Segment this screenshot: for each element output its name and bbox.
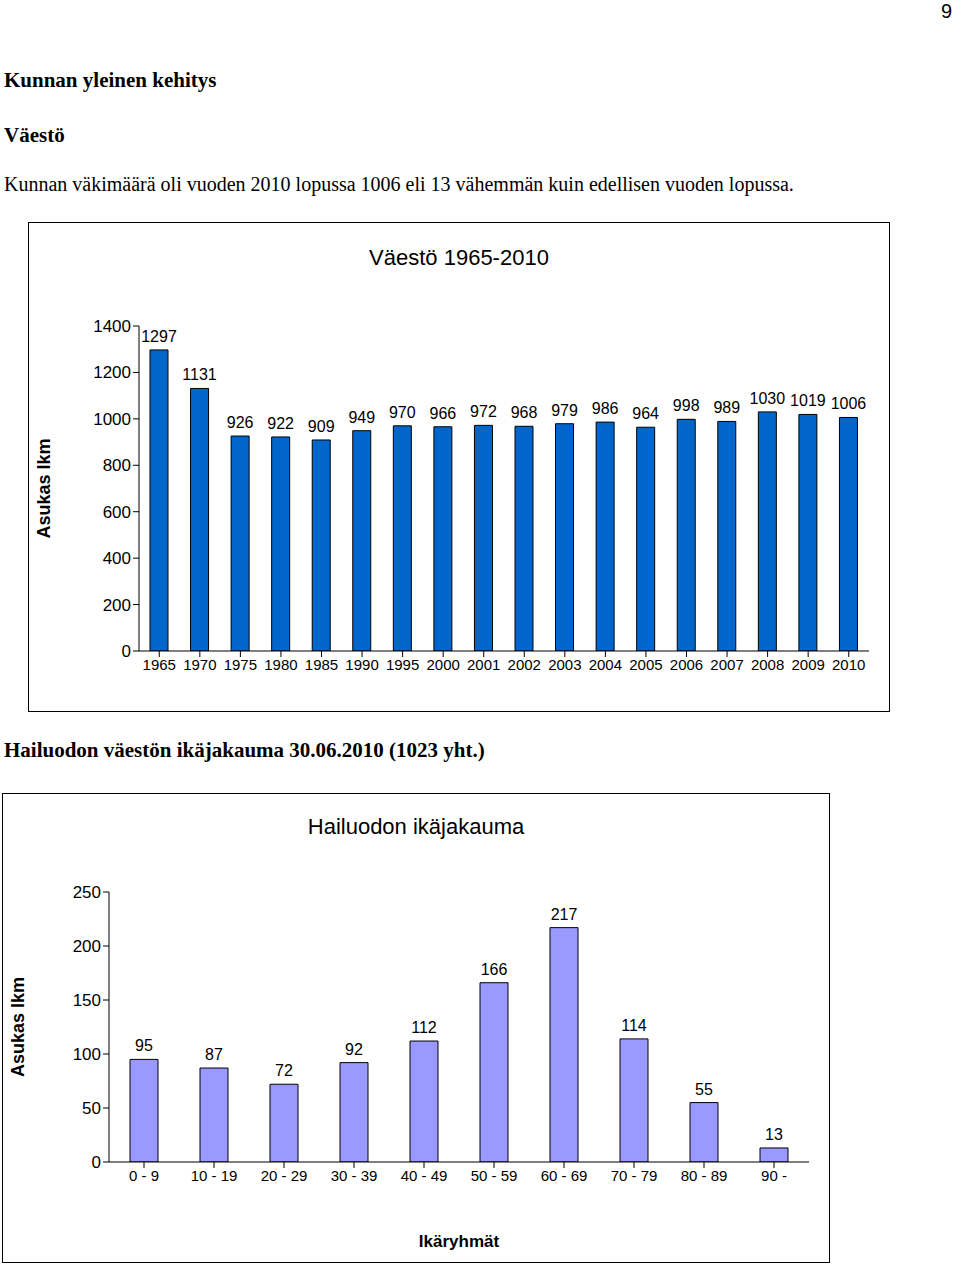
svg-text:2007: 2007 — [710, 656, 743, 673]
svg-text:964: 964 — [632, 405, 659, 422]
svg-text:250: 250 — [73, 883, 101, 902]
svg-text:922: 922 — [267, 415, 294, 432]
svg-text:100: 100 — [73, 1045, 101, 1064]
svg-text:114: 114 — [621, 1017, 647, 1034]
svg-text:998: 998 — [673, 397, 700, 414]
svg-text:95: 95 — [135, 1037, 153, 1054]
svg-text:Asukas lkm: Asukas lkm — [8, 977, 28, 1077]
svg-text:2004: 2004 — [589, 656, 622, 673]
svg-text:2000: 2000 — [426, 656, 459, 673]
html-text:Väestö: Väestö — [4, 123, 65, 147]
svg-text:949: 949 — [348, 409, 375, 426]
svg-text:1985: 1985 — [305, 656, 338, 673]
svg-text:1965: 1965 — [143, 656, 176, 673]
svg-text:2001: 2001 — [467, 656, 500, 673]
svg-text:2006: 2006 — [670, 656, 703, 673]
svg-text:968: 968 — [511, 404, 538, 421]
svg-text:1297: 1297 — [141, 328, 177, 345]
svg-text:10 - 19: 10 - 19 — [191, 1167, 238, 1184]
svg-text:217: 217 — [551, 906, 578, 923]
svg-text:1006: 1006 — [831, 395, 867, 412]
svg-text:40 - 49: 40 - 49 — [401, 1167, 448, 1184]
svg-text:600: 600 — [103, 503, 131, 522]
svg-text:13: 13 — [765, 1126, 783, 1143]
svg-text:2010: 2010 — [832, 656, 865, 673]
svg-text:909: 909 — [308, 418, 335, 435]
svg-text:926: 926 — [227, 414, 254, 431]
html-text:Kunnan väkimäärä oli vuoden 20: Kunnan väkimäärä oli vuoden 2010 lopussa… — [4, 173, 794, 195]
svg-text:55: 55 — [695, 1081, 713, 1098]
svg-text:72: 72 — [275, 1062, 293, 1079]
svg-text:1970: 1970 — [183, 656, 216, 673]
svg-text:50: 50 — [82, 1099, 101, 1118]
html-text:Hailuodon ikäjakauma: Hailuodon ikäjakauma — [307, 814, 525, 839]
svg-text:1975: 1975 — [224, 656, 257, 673]
svg-text:2003: 2003 — [548, 656, 581, 673]
svg-text:150: 150 — [73, 991, 101, 1010]
svg-text:92: 92 — [345, 1041, 363, 1058]
svg-text:979: 979 — [551, 402, 578, 419]
svg-text:1200: 1200 — [93, 363, 131, 382]
svg-text:166: 166 — [481, 961, 508, 978]
svg-text:966: 966 — [430, 405, 457, 422]
svg-text:1030: 1030 — [750, 390, 786, 407]
svg-text:2005: 2005 — [629, 656, 662, 673]
svg-text:1000: 1000 — [93, 410, 131, 429]
svg-text:50 - 59: 50 - 59 — [471, 1167, 518, 1184]
svg-text:0: 0 — [122, 642, 131, 661]
svg-text:1400: 1400 — [93, 317, 131, 336]
svg-text:0 - 9: 0 - 9 — [129, 1167, 159, 1184]
svg-text:2009: 2009 — [791, 656, 824, 673]
svg-text:400: 400 — [103, 549, 131, 568]
svg-text:200: 200 — [73, 937, 101, 956]
svg-text:2002: 2002 — [508, 656, 541, 673]
svg-text:60 - 69: 60 - 69 — [541, 1167, 588, 1184]
svg-text:80 - 89: 80 - 89 — [681, 1167, 728, 1184]
svg-text:1990: 1990 — [345, 656, 378, 673]
svg-text:1019: 1019 — [790, 392, 826, 409]
svg-text:Ikäryhmät: Ikäryhmät — [419, 1232, 500, 1251]
svg-text:970: 970 — [389, 404, 416, 421]
html-text:Väestö 1965-2010: Väestö 1965-2010 — [369, 245, 549, 270]
svg-text:70 - 79: 70 - 79 — [611, 1167, 658, 1184]
svg-text:1131: 1131 — [182, 366, 217, 383]
svg-text:30 - 39: 30 - 39 — [331, 1167, 378, 1184]
svg-text:800: 800 — [103, 456, 131, 475]
svg-text:200: 200 — [103, 596, 131, 615]
svg-text:989: 989 — [713, 399, 740, 416]
svg-text:Asukas lkm: Asukas lkm — [34, 438, 54, 538]
svg-text:972: 972 — [470, 403, 497, 420]
svg-text:1995: 1995 — [386, 656, 419, 673]
svg-text:0: 0 — [92, 1153, 101, 1172]
html-text:Hailuodon väestön ikäjakauma 3: Hailuodon väestön ikäjakauma 30.06.2010 … — [4, 738, 485, 762]
html-text:Kunnan yleinen kehitys: Kunnan yleinen kehitys — [4, 68, 217, 92]
svg-text:20 - 29: 20 - 29 — [261, 1167, 308, 1184]
svg-text:87: 87 — [205, 1046, 223, 1063]
html-text:9: 9 — [940, 0, 952, 22]
svg-text:986: 986 — [592, 400, 619, 417]
svg-text:1980: 1980 — [264, 656, 297, 673]
svg-text:90 -: 90 - — [761, 1167, 787, 1184]
svg-text:2008: 2008 — [751, 656, 784, 673]
svg-text:112: 112 — [411, 1019, 437, 1036]
